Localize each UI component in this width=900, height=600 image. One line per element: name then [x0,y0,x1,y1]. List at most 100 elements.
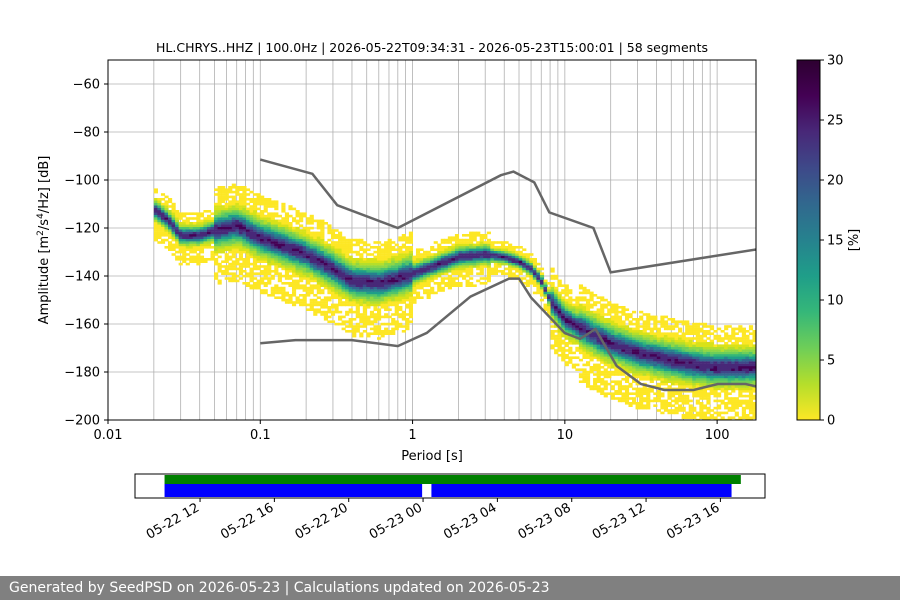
heatmap-cell [316,272,321,275]
heatmap-cell [398,270,403,273]
heatmap-cell [231,234,236,237]
heatmap-cell [270,255,275,259]
heatmap-cell [274,270,279,273]
heatmap-cell [238,277,243,280]
heatmap-cell [639,404,644,407]
heatmap-cell [738,354,743,357]
heatmap-cell [741,373,746,376]
heatmap-cell [348,274,353,278]
heatmap-cell [451,277,456,280]
heatmap-cell [727,385,732,388]
heatmap-cell [189,231,194,235]
heatmap-cell [646,363,651,367]
heatmap-cell [554,325,559,328]
heatmap-cell [681,320,686,323]
heatmap-cell [621,334,626,338]
heatmap-cell [539,289,545,292]
heatmap-cell [554,344,559,347]
heatmap-cell [653,370,658,374]
heatmap-cell [281,246,286,249]
heatmap-cell [646,378,651,381]
heatmap-cell [752,358,756,362]
heatmap-cell [316,289,321,292]
heatmap-cell [267,205,272,208]
heatmap-cell [568,327,573,331]
heatmap-cell [724,368,729,371]
heatmap-cell [656,366,661,369]
x-tick-label: 10 [557,428,574,443]
heatmap-cell [724,394,729,398]
heatmap-cell [291,229,297,232]
heatmap-cell [663,332,669,335]
heatmap-cell [617,320,622,323]
heatmap-cell [685,378,690,381]
heatmap-cell [359,320,364,323]
heatmap-cell [589,294,594,297]
heatmap-cell [621,322,626,326]
heatmap-cell [745,394,750,398]
heatmap-cell [518,258,523,261]
heatmap-cell [338,277,343,280]
heatmap-cell [646,322,651,326]
heatmap-cell [253,253,258,256]
heatmap-cell [610,308,615,311]
heatmap-cell [596,320,601,323]
heatmap-cell [532,262,537,266]
heatmap-cell [472,234,477,237]
heatmap-cell [472,238,477,242]
heatmap-cell [663,337,669,340]
heatmap-cell [681,349,686,352]
heatmap-cell [709,366,715,369]
heatmap-cell [469,231,474,235]
heatmap-cell [309,255,314,259]
heatmap-cell [398,272,403,275]
heatmap-cell [253,248,258,251]
heatmap-cell [607,303,612,307]
heatmap-cell [539,286,545,290]
heatmap-cell [444,267,449,271]
heatmap-cell [731,370,736,374]
heatmap-cell [610,325,615,328]
heatmap-cell [245,236,251,239]
heatmap-cell [681,416,686,419]
heatmap-cell [688,370,693,374]
heatmap-cell [164,200,169,203]
heatmap-cell [678,392,683,395]
heatmap-cell [695,385,700,388]
heatmap-cell [642,342,647,345]
heatmap-cell [575,334,580,338]
heatmap-cell [398,291,403,295]
heatmap-cell [253,207,258,211]
heatmap-cell [709,358,715,362]
heatmap-cell [444,258,449,261]
heatmap-cell [561,358,566,362]
heatmap-cell [376,267,382,271]
heatmap-cell [621,342,626,345]
heatmap-cell [231,207,236,211]
heatmap-cell [267,212,272,215]
heatmap-cell [228,277,233,280]
heatmap-cell [582,380,587,383]
heatmap-cell [593,354,598,357]
heatmap-cell [642,358,647,362]
heatmap-cell [249,238,254,242]
heatmap-cell [288,214,293,218]
heatmap-cell [454,236,460,239]
heatmap-cell [670,356,676,359]
heatmap-cell [656,373,661,376]
heatmap-cell [419,270,424,273]
heatmap-cell [621,366,626,369]
heatmap-cell [678,337,683,340]
heatmap-cell [253,219,258,223]
heatmap-cell [685,394,690,398]
heatmap-cell [610,320,615,323]
colorbar-tick-label: 5 [827,354,835,369]
heatmap-cell [316,222,321,225]
heatmap-cell [702,342,708,345]
heatmap-cell [660,394,665,398]
heatmap-cell [415,260,421,263]
heatmap-cell [415,265,421,268]
heatmap-cell [444,282,449,285]
heatmap-cell [440,253,445,256]
heatmap-cell [362,318,367,321]
